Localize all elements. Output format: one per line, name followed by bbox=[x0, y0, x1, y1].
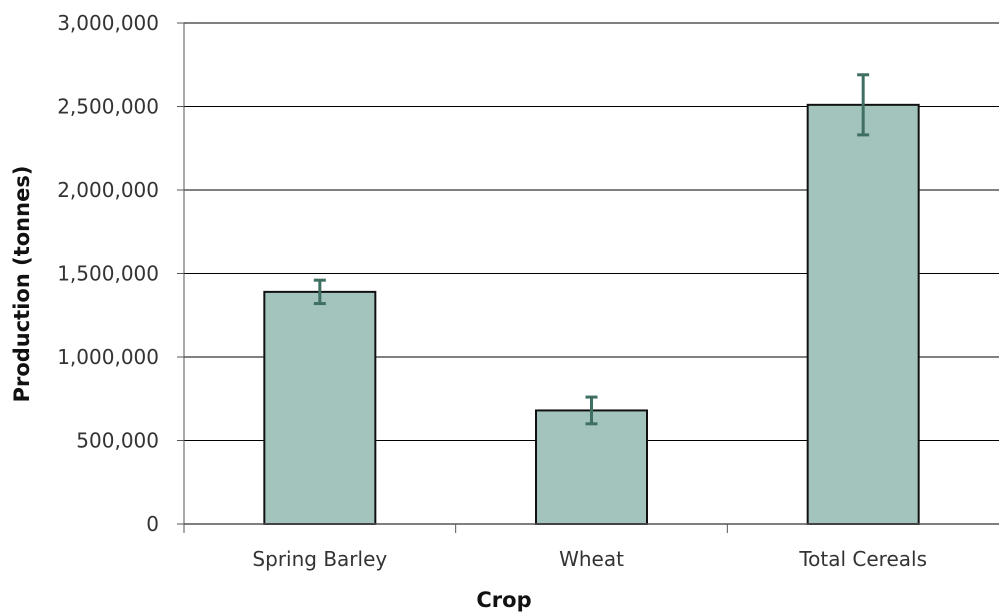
bar bbox=[535, 409, 648, 525]
y-tick-label: 2,000,000 bbox=[57, 178, 159, 202]
axes bbox=[177, 22, 999, 533]
y-tick-label: 2,500,000 bbox=[57, 95, 159, 119]
x-tick-label: Total Cereals bbox=[798, 547, 927, 571]
bars bbox=[263, 103, 920, 526]
x-axis-title: Crop bbox=[476, 588, 531, 612]
bar bbox=[263, 290, 377, 525]
y-tick-label: 3,000,000 bbox=[57, 11, 159, 35]
error-bar bbox=[313, 278, 326, 306]
x-tick-label: Spring Barley bbox=[252, 547, 387, 571]
y-tick-label: 0 bbox=[146, 512, 159, 536]
y-axis-title: Production (tonnes) bbox=[10, 166, 34, 403]
x-tick-label: Wheat bbox=[559, 547, 624, 571]
y-tick-label: 500,000 bbox=[76, 429, 159, 453]
y-tick-label: 1,000,000 bbox=[57, 345, 159, 369]
y-tick-label: 1,500,000 bbox=[57, 262, 159, 286]
error-bars bbox=[313, 73, 870, 426]
error-bar bbox=[585, 395, 598, 426]
error-bar bbox=[857, 73, 870, 137]
bar bbox=[806, 103, 920, 526]
tick-labels: 0 500,000 1,000,000 1,500,000 2,000,000 2,500… bbox=[57, 11, 927, 571]
